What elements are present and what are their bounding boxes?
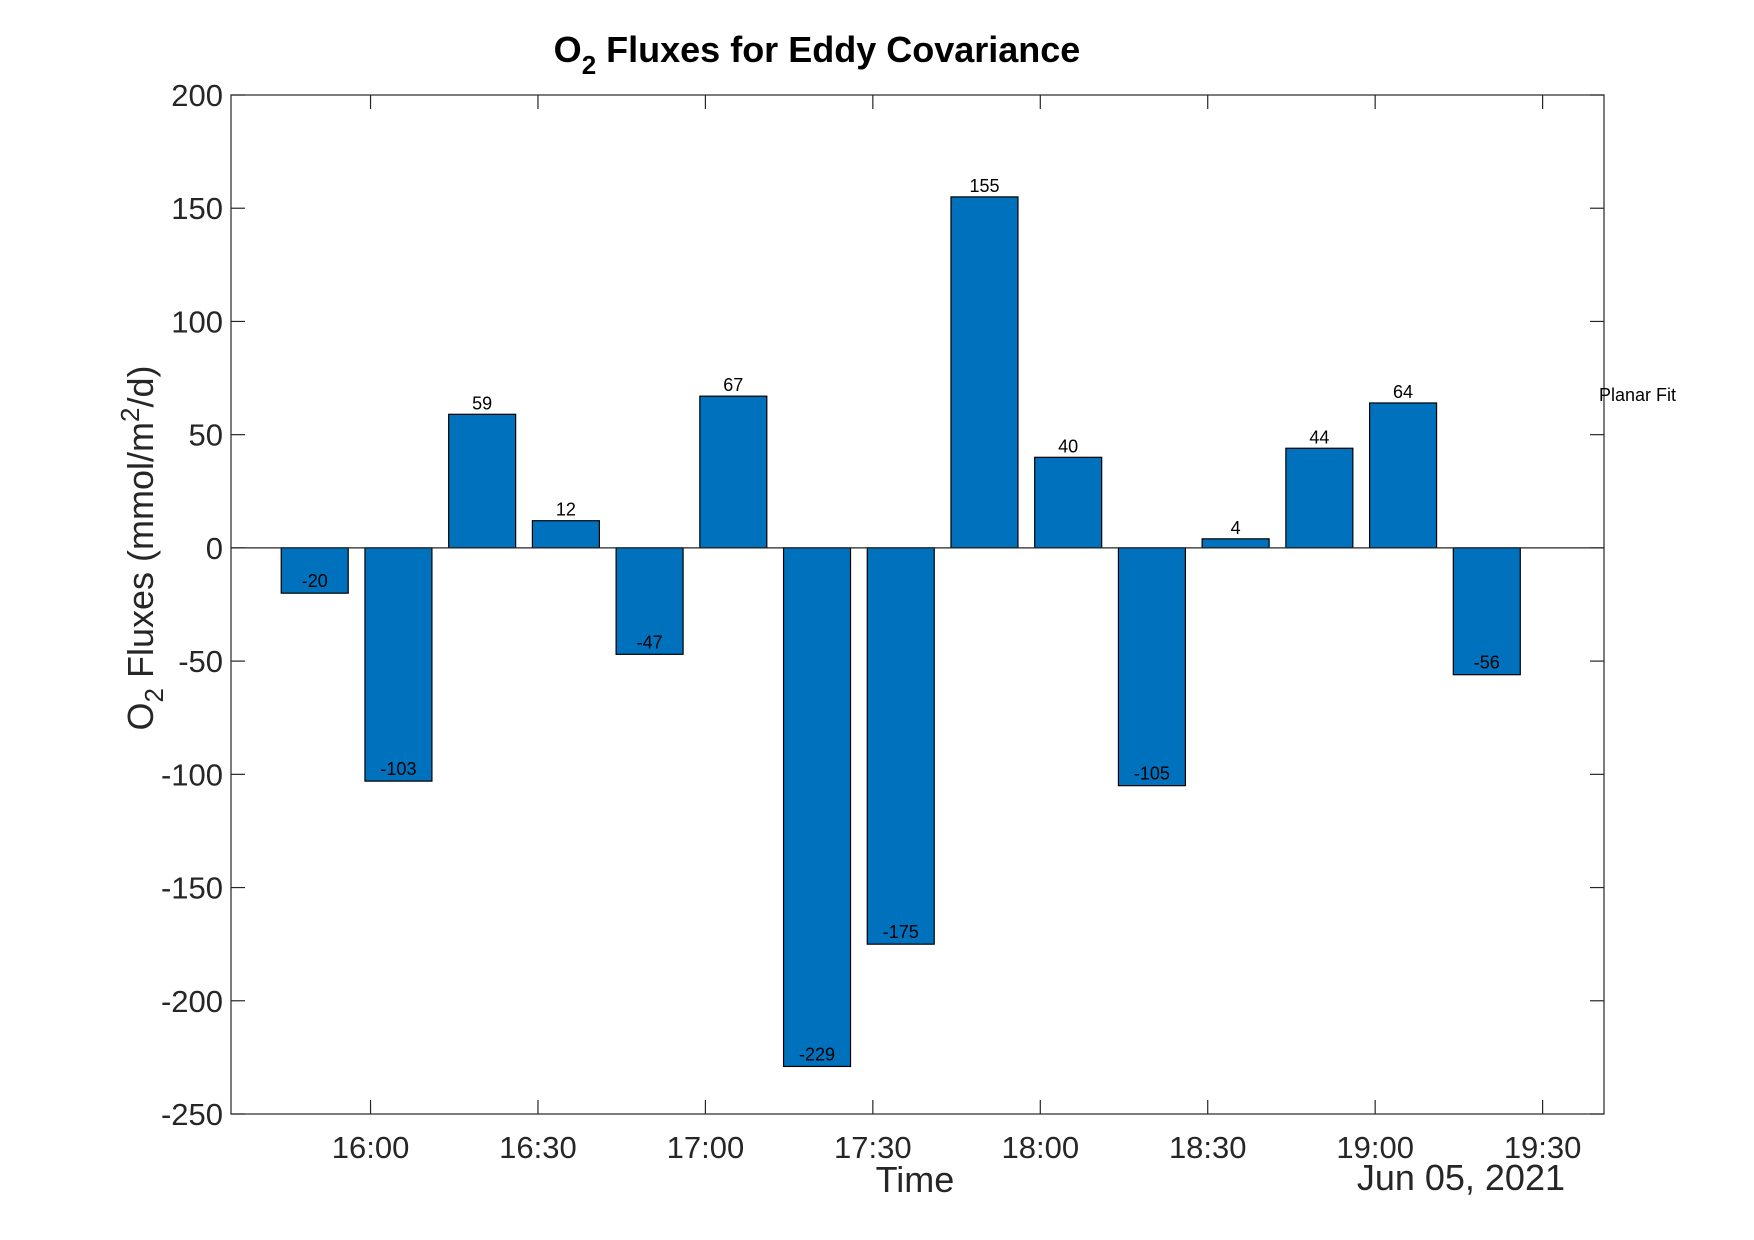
bar-1650 (615, 547, 684, 655)
x-tick-label: 18:00 (1001, 1130, 1079, 1165)
y-tick-label: -250 (161, 1097, 223, 1132)
bar-1805 (1034, 456, 1103, 549)
bar-1720 (782, 547, 852, 1068)
data-label-1750: 155 (969, 176, 999, 196)
plot-frame (230, 94, 1605, 1115)
bar-1850 (1285, 447, 1354, 549)
y-axis-title: O2 Fluxes (mmol/m2/d) (115, 366, 169, 731)
data-label-1805: 40 (1058, 436, 1078, 456)
bar-1920 (1452, 547, 1521, 676)
data-label-1905: 64 (1393, 382, 1413, 402)
y-axis-ticks: -250 -200 -150 -100 -50 0 50 100 150 200 (161, 78, 1604, 1132)
x-axis-ticks: 16:00 16:30 17:00 17:30 18:00 18:30 19:00 19:30 (332, 95, 1582, 1165)
data-label-1620: 59 (472, 393, 492, 413)
y-tick-label: -50 (178, 644, 223, 679)
y-tick-label: -100 (161, 757, 223, 792)
y-tick-label: 200 (171, 78, 223, 113)
bar-1835 (1201, 538, 1270, 549)
data-label-1635: 12 (556, 500, 576, 520)
y-tick-label: 0 (206, 531, 223, 566)
y-tick-label: -200 (161, 984, 223, 1019)
chart-title: O2 Fluxes for Eddy Covariance (554, 29, 1081, 80)
data-labels-layer: -20-1035912-4767-229-17515540-10544464-5… (302, 176, 1500, 1065)
bars-layer (280, 196, 1521, 1068)
x-axis-date-label: Jun 05, 2021 (1357, 1157, 1565, 1198)
data-label-1835: 4 (1231, 518, 1241, 538)
data-label-1605: -103 (380, 759, 416, 779)
bar-1820 (1117, 547, 1187, 787)
data-label-1735: -175 (883, 922, 919, 942)
x-tick-label: 16:30 (499, 1130, 577, 1165)
data-label-1920: -56 (1474, 653, 1500, 673)
bar-1605 (364, 547, 433, 782)
x-tick-label: 17:30 (834, 1130, 912, 1165)
data-label-1820: -105 (1134, 764, 1170, 784)
bar-1705 (699, 395, 768, 549)
bar-1620 (448, 413, 517, 549)
data-label-1850: 44 (1309, 427, 1329, 447)
planar-fit-annotation: Planar Fit (1599, 385, 1676, 405)
y-tick-label: 150 (171, 191, 223, 226)
x-tick-label: 19:30 (1504, 1130, 1582, 1165)
data-label-1650: -47 (637, 632, 663, 652)
x-tick-label: 16:00 (332, 1130, 410, 1165)
y-tick-label: 100 (171, 304, 223, 339)
x-tick-label: 17:00 (667, 1130, 745, 1165)
y-tick-label: 50 (189, 418, 223, 453)
y-tick-label: -150 (161, 871, 223, 906)
bar-1750 (950, 196, 1019, 549)
bar-1550 (280, 547, 349, 594)
data-label-1705: 67 (723, 375, 743, 395)
data-label-1550: -20 (302, 571, 328, 591)
bar-1735 (866, 547, 935, 945)
x-tick-label: 19:00 (1336, 1130, 1414, 1165)
x-axis-title: Time (876, 1159, 955, 1200)
bar-1905 (1368, 402, 1438, 549)
bar-1635 (531, 520, 600, 549)
x-tick-label: 18:30 (1169, 1130, 1247, 1165)
data-label-1720: -229 (799, 1044, 835, 1064)
